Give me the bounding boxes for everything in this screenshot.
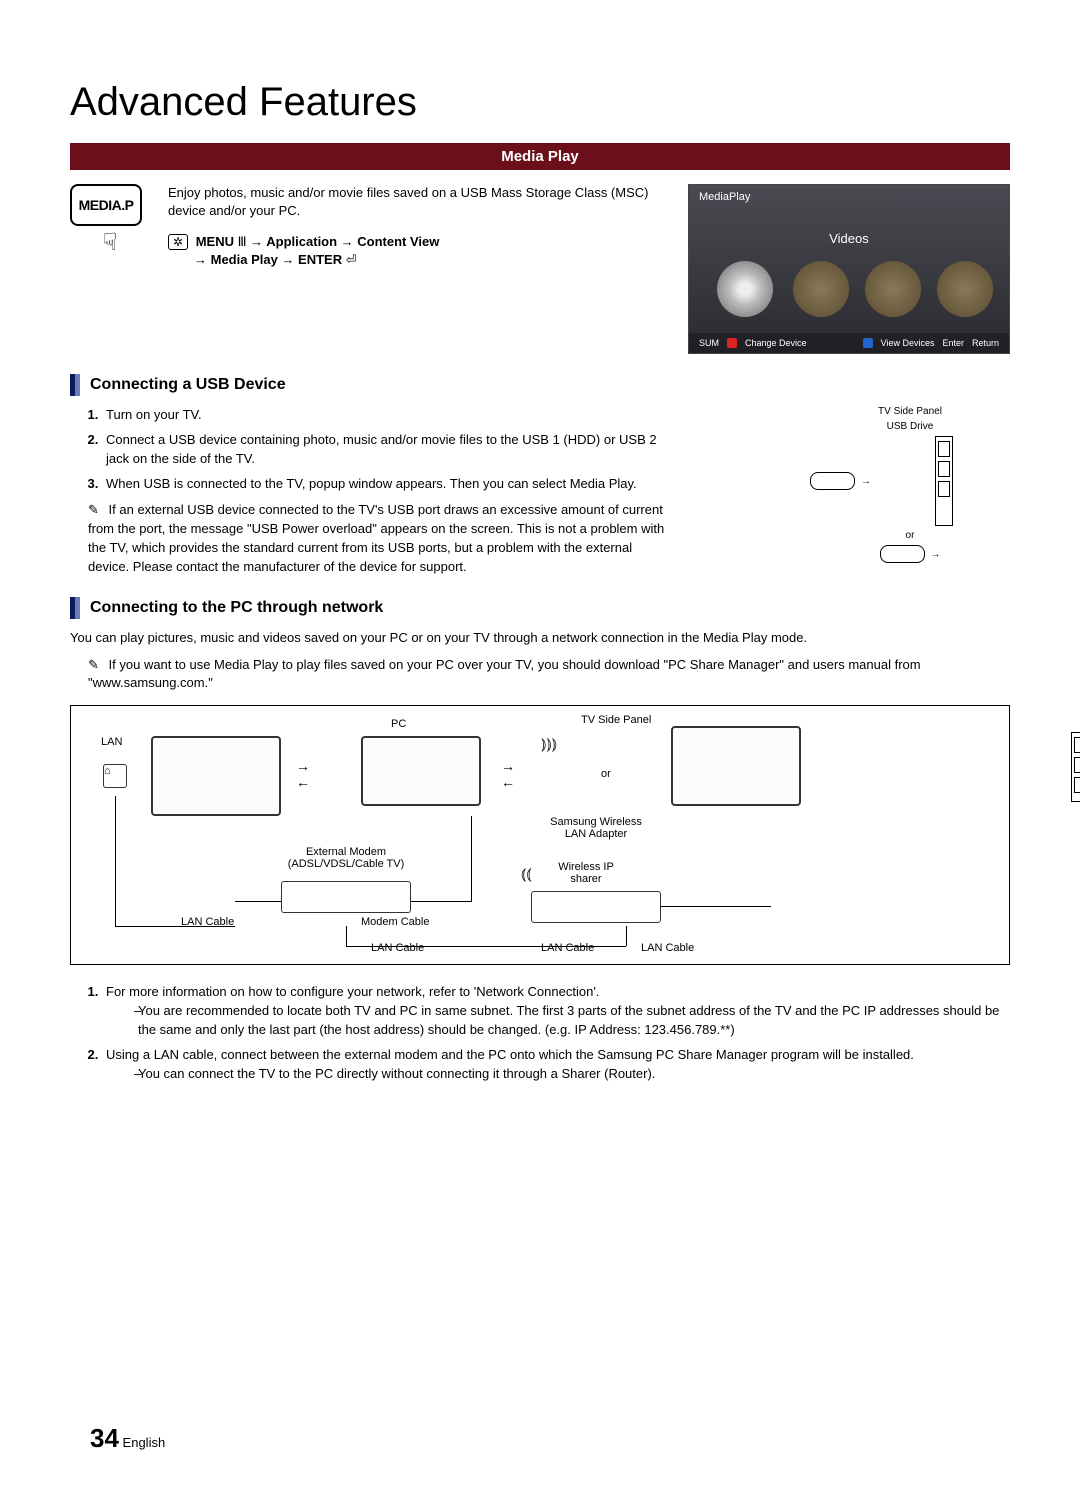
arrow-left-icon: ←: [296, 774, 310, 790]
tv-icon: [151, 736, 281, 816]
menu-path-line2: → Media Play → ENTER: [194, 252, 342, 267]
media-p-button: MEDIA.P: [70, 184, 142, 226]
router-icon: [531, 891, 661, 923]
arrow-right-icon: →: [501, 758, 515, 774]
return-label: Return: [972, 338, 999, 348]
pc-note-text: If you want to use Media Play to play fi…: [88, 657, 921, 691]
pc-steps-list: For more information on how to configure…: [70, 983, 1010, 1083]
page-footer: 34 English: [90, 1423, 165, 1454]
page-title: Advanced Features: [70, 80, 1010, 125]
menu-path-line1: → Application → Content View: [250, 234, 439, 249]
menu-grid-icon: Ⅲ: [234, 234, 250, 249]
subheader-pc-title: Connecting to the PC through network: [90, 599, 383, 617]
enter-icon: ⏎: [346, 252, 357, 267]
screenshot-footer: SUM Change Device View Devices Enter Ret…: [689, 333, 1009, 353]
usb-stick-icon-2: [880, 545, 925, 563]
pc-body-text: You can play pictures, music and videos …: [70, 629, 1010, 648]
intro-text-block: Enjoy photos, music and/or movie files s…: [168, 184, 670, 354]
wireless-ip-label: Wireless IP sharer: [546, 861, 626, 885]
lan-cable-label-2: LAN Cable: [371, 942, 424, 954]
view-devices-label: View Devices: [881, 338, 935, 348]
remote-button-illustration: MEDIA.P ☟: [70, 184, 150, 354]
mediaplay-screenshot: MediaPlay Videos SUM Change Device View …: [688, 184, 1010, 354]
wifi-icon: ⦆⦆⦆: [541, 736, 557, 754]
usb-note-text: If an external USB device connected to t…: [88, 502, 664, 574]
remote-icon: ✲: [168, 234, 188, 250]
tv-panel-icon-2: [1071, 732, 1080, 802]
intro-row: MEDIA.P ☟ Enjoy photos, music and/or mov…: [70, 184, 1010, 354]
pc-step-2: Using a LAN cable, connect between the e…: [102, 1046, 1010, 1084]
note-icon: ✎: [88, 502, 99, 517]
enter-label: Enter: [942, 338, 964, 348]
tv-side-panel-label: TV Side Panel: [810, 406, 1010, 417]
subheader-marker-icon: [70, 597, 80, 619]
change-device-label: Change Device: [745, 338, 807, 348]
menu-navigation-path: ✲ MENU Ⅲ → Application → Content View → …: [168, 233, 670, 268]
subheader-usb: Connecting a USB Device: [70, 374, 1010, 396]
arrow-left-icon: ←: [501, 774, 515, 790]
reel-icon: [717, 261, 773, 317]
modem-cable-label: Modem Cable: [361, 916, 429, 928]
category-icon-4: [937, 261, 993, 317]
usb-step-2: Connect a USB device containing photo, m…: [102, 431, 670, 469]
usb-drive-label: USB Drive: [810, 421, 1010, 432]
network-diagram: LAN PC TV Side Panel or Samsung Wireless…: [70, 705, 1010, 965]
pc-step-2-sub: You can connect the TV to the PC directl…: [134, 1065, 1010, 1084]
screenshot-center-label: Videos: [689, 231, 1009, 246]
usb-steps-list: Turn on your TV. Connect a USB device co…: [70, 406, 670, 493]
subheader-usb-title: Connecting a USB Device: [90, 376, 286, 394]
usb-note: ✎ If an external USB device connected to…: [88, 501, 670, 576]
a-badge-icon: [727, 338, 737, 348]
tv-side-panel-label-2: TV Side Panel: [581, 714, 651, 726]
subheader-pc: Connecting to the PC through network: [70, 597, 1010, 619]
pc-step-1-sub: You are recommended to locate both TV an…: [134, 1002, 1010, 1040]
laptop-icon: [361, 736, 481, 806]
screenshot-app-label: MediaPlay: [699, 191, 750, 203]
section-header-bar: Media Play: [70, 143, 1010, 170]
wall-jack-icon: ⌂: [103, 764, 127, 788]
hand-pointer-icon: ☟: [70, 228, 150, 257]
wifi-icon: ⦅⦅: [521, 866, 532, 884]
modem-icon: [281, 881, 411, 913]
d-badge-icon: [863, 338, 873, 348]
arrow-icon-2: →: [931, 549, 941, 560]
page-language: English: [123, 1435, 166, 1450]
pc-label: PC: [391, 718, 406, 730]
lan-cable-label-3: LAN Cable: [541, 942, 594, 954]
sum-label: SUM: [699, 338, 719, 348]
samsung-adapter-label: Samsung Wireless LAN Adapter: [541, 816, 651, 840]
or-label-2: or: [601, 768, 611, 780]
or-label: or: [810, 530, 1010, 541]
menu-label: MENU: [196, 234, 234, 249]
arrow-right-icon: →: [296, 758, 310, 774]
usb-section: Turn on your TV. Connect a USB device co…: [70, 406, 1010, 577]
page-number: 34: [90, 1423, 119, 1453]
usb-stick-icon: [810, 472, 855, 490]
tv-panel-icon: [935, 436, 953, 526]
usb-diagram: TV Side Panel USB Drive → or →: [810, 406, 1010, 563]
category-icon-3: [865, 261, 921, 317]
lan-cable-label-4: LAN Cable: [641, 942, 694, 954]
usb-step-1: Turn on your TV.: [102, 406, 670, 425]
pc-note: ✎ If you want to use Media Play to play …: [88, 656, 1010, 694]
category-icon-2: [793, 261, 849, 317]
usb-step-3: When USB is connected to the TV, popup w…: [102, 475, 670, 494]
lan-label: LAN: [101, 736, 122, 748]
subheader-marker-icon: [70, 374, 80, 396]
pc-step-1: For more information on how to configure…: [102, 983, 1010, 1040]
external-modem-label: External Modem (ADSL/VDSL/Cable TV): [261, 846, 431, 870]
tv-icon-2: [671, 726, 801, 806]
note-icon: ✎: [88, 657, 99, 672]
arrow-icon: →: [861, 476, 871, 487]
intro-description: Enjoy photos, music and/or movie files s…: [168, 184, 670, 219]
